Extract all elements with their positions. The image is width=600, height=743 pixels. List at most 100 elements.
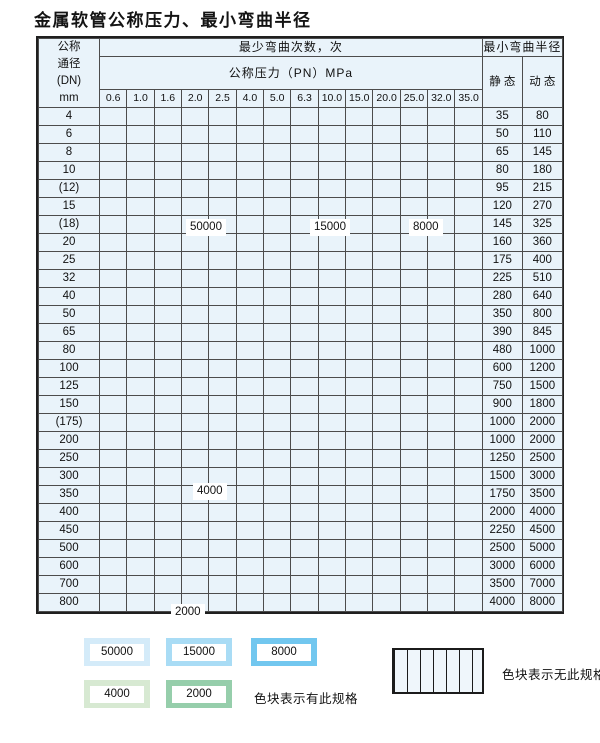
spec-cell-none: [263, 539, 292, 558]
spec-cell-none: [263, 593, 292, 612]
spec-cell-none: [372, 359, 401, 378]
spec-cell-none: [454, 593, 483, 612]
spec-cell-filled: [153, 395, 183, 414]
overlay-value-label: 2000: [171, 604, 205, 621]
spec-cell-none: [345, 287, 374, 306]
spec-cell-none: [427, 413, 456, 432]
spec-cell-none: [427, 197, 456, 216]
table-row: (18) 145 325: [38, 215, 563, 234]
spec-cell-none: [427, 521, 456, 540]
spec-cell-none: [427, 179, 456, 198]
spec-cell-filled: [208, 431, 237, 450]
pressure-column-header-7: 6.3: [290, 89, 319, 108]
spec-cell-none: [372, 287, 401, 306]
spec-cell-filled: [153, 179, 183, 198]
pressure-column-header-2: 1.6: [153, 89, 183, 108]
dn-cell: 15: [38, 197, 100, 216]
spec-cell-none: [427, 467, 456, 486]
spec-cell-none: [372, 503, 401, 522]
header-row-top: 公称 通径 (DN) mm 最少弯曲次数，次 最小弯曲半径: [38, 38, 563, 108]
spec-cell-none: [372, 269, 401, 288]
spec-cell-filled: [235, 287, 265, 306]
spec-cell-none: [454, 143, 483, 162]
spec-cell-filled: [345, 251, 374, 270]
spec-cell-none: [235, 485, 265, 504]
spec-cell-none: [208, 557, 237, 576]
spec-cell-none: [263, 521, 292, 540]
legend-no-spec-hatch-icon: [392, 648, 484, 694]
spec-cell-none: [290, 341, 319, 360]
spec-cell-none: [208, 593, 237, 612]
spec-cell-filled: [98, 449, 128, 468]
spec-cell-filled: [290, 125, 319, 144]
spec-cell-filled: [208, 395, 237, 414]
spec-cell-filled: [98, 431, 128, 450]
spec-cell-none: [345, 269, 374, 288]
pressure-column-header-11: 25.0: [399, 89, 429, 108]
spec-cell-none: [317, 593, 347, 612]
spec-cell-none: [263, 557, 292, 576]
spec-cell-filled: [126, 197, 155, 216]
spec-cell-filled: [126, 341, 155, 360]
spec-cell-none: [263, 359, 292, 378]
spec-cell-filled: [235, 359, 265, 378]
spec-cell-filled: [345, 125, 374, 144]
spec-cell-filled: [126, 557, 155, 576]
spec-cell-none: [399, 233, 429, 252]
spec-cell-none: [427, 359, 456, 378]
spec-cell-none: [263, 395, 292, 414]
spec-cell-filled: [317, 161, 347, 180]
dn-cell: 350: [38, 485, 100, 504]
spec-cell-filled: [208, 377, 237, 396]
dn-cell: 10: [38, 161, 100, 180]
spec-cell-none: [427, 287, 456, 306]
spec-cell-none: [399, 521, 429, 540]
table-row: 400 2000 4000: [38, 503, 563, 522]
spec-cell-none: [290, 395, 319, 414]
spec-cell-filled: [98, 197, 128, 216]
spec-cell-none: [345, 575, 374, 594]
spec-cell-filled: [290, 251, 319, 270]
radius-dynamic-cell: 1200: [521, 359, 563, 378]
table-row: 250 1250 2500: [38, 449, 563, 468]
dn-cell: 250: [38, 449, 100, 468]
spec-cell-none: [399, 503, 429, 522]
spec-cell-filled: [399, 125, 429, 144]
spec-cell-filled: [317, 143, 347, 162]
spec-cell-filled: [98, 575, 128, 594]
spec-cell-filled: [181, 557, 210, 576]
spec-cell-filled: [181, 179, 210, 198]
spec-cell-filled: [153, 197, 183, 216]
radius-dynamic-cell: 845: [521, 323, 563, 342]
spec-cell-filled: [181, 503, 210, 522]
spec-cell-none: [399, 575, 429, 594]
spec-cell-filled: [208, 107, 237, 126]
radius-dynamic-header: 动 态: [521, 56, 563, 108]
spec-cell-none: [399, 323, 429, 342]
spec-cell-none: [454, 125, 483, 144]
spec-cell-filled: [153, 539, 183, 558]
spec-cell-filled: [181, 377, 210, 396]
spec-cell-none: [290, 449, 319, 468]
spec-cell-filled: [290, 179, 319, 198]
spec-cell-none: [454, 557, 483, 576]
radius-static-cell: 1750: [481, 485, 523, 504]
spec-cell-filled: [208, 179, 237, 198]
spec-cell-filled: [126, 413, 155, 432]
spec-cell-filled: [126, 251, 155, 270]
spec-cell-filled: [181, 467, 210, 486]
spec-cell-none: [235, 557, 265, 576]
spec-cell-none: [454, 395, 483, 414]
header-row-pressure-values: 0.6 1.0 1.6 2.0 2.5 4.0 5.0 6.3 10.0 15.0 20.0 25.0…: [39, 89, 563, 108]
spec-cell-none: [399, 341, 429, 360]
spec-cell-filled: [208, 323, 237, 342]
dn-cell: 450: [38, 521, 100, 540]
radius-static-cell: 65: [481, 143, 523, 162]
radius-dynamic-cell: 4500: [521, 521, 563, 540]
radius-dynamic-cell: 2000: [521, 431, 563, 450]
spec-cell-none: [454, 287, 483, 306]
spec-cell-filled: [126, 323, 155, 342]
radius-static-cell: 175: [481, 251, 523, 270]
spec-cell-none: [427, 395, 456, 414]
